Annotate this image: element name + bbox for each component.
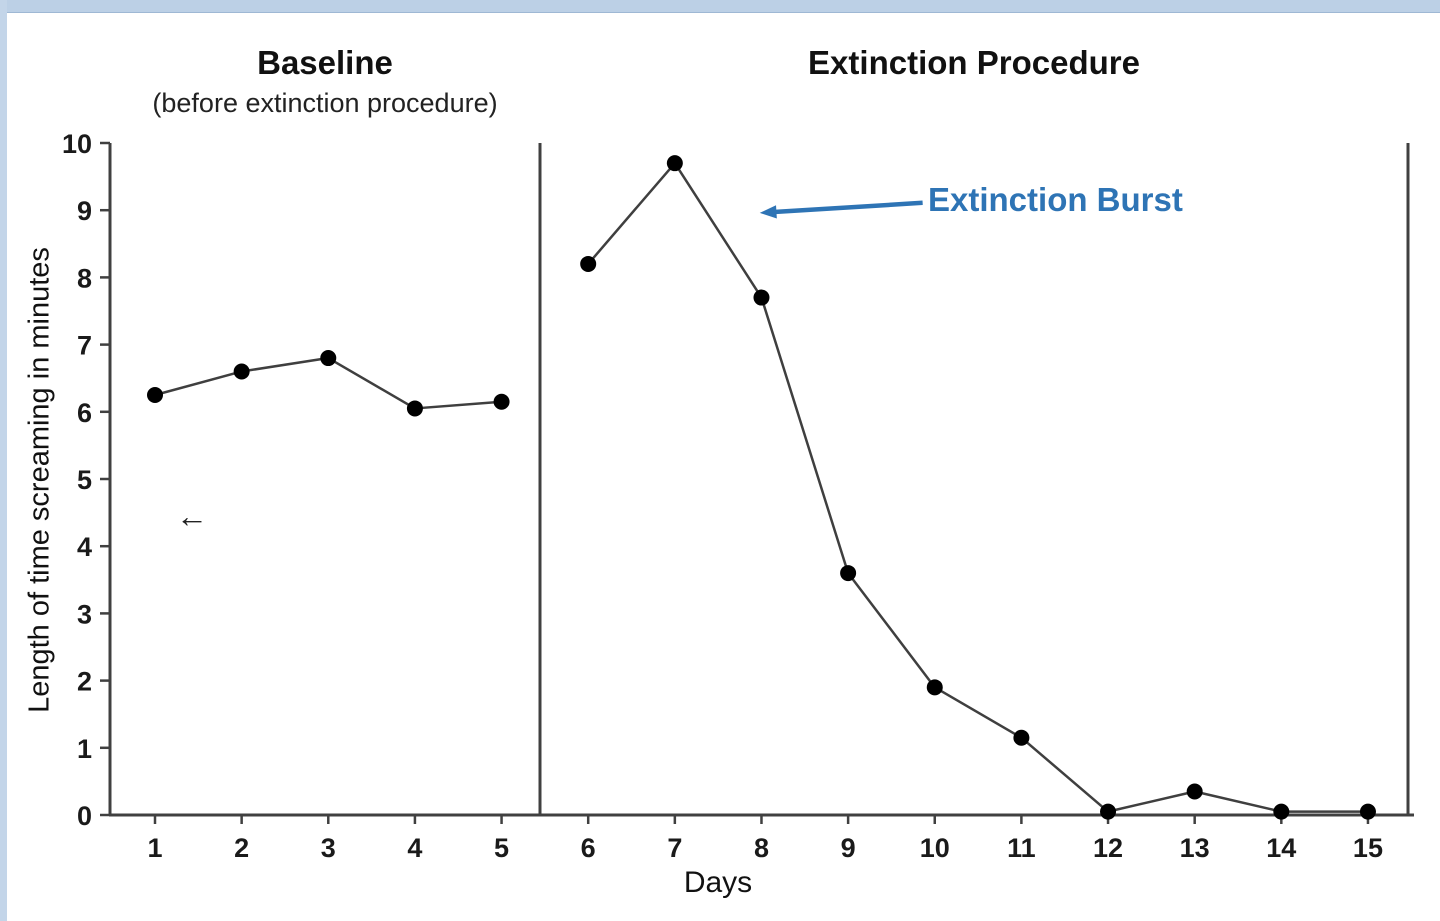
svg-text:15: 15 bbox=[1353, 833, 1383, 863]
x-axis-label: Days bbox=[683, 866, 753, 899]
svg-text:11: 11 bbox=[1007, 833, 1036, 863]
svg-text:2: 2 bbox=[234, 833, 249, 863]
baseline-panel-subtitle: (before extinction procedure) bbox=[152, 88, 498, 118]
svg-text:4: 4 bbox=[77, 532, 92, 562]
svg-text:5: 5 bbox=[77, 465, 92, 495]
extinction-burst-annotation: Extinction Burst bbox=[928, 181, 1183, 218]
svg-text:10: 10 bbox=[920, 833, 950, 863]
svg-text:5: 5 bbox=[494, 833, 509, 863]
window-border-left bbox=[0, 0, 7, 921]
svg-text:6: 6 bbox=[77, 398, 92, 428]
extinction-panel-title: Extinction Procedure bbox=[808, 44, 1140, 81]
svg-text:7: 7 bbox=[667, 833, 682, 863]
baseline-panel-title: Baseline bbox=[257, 44, 393, 81]
cursor-arrow-icon: ← bbox=[176, 498, 208, 534]
svg-text:9: 9 bbox=[841, 833, 856, 863]
svg-text:0: 0 bbox=[77, 801, 92, 831]
svg-text:9: 9 bbox=[77, 196, 92, 226]
svg-text:14: 14 bbox=[1266, 833, 1296, 863]
svg-text:4: 4 bbox=[407, 833, 422, 863]
svg-text:2: 2 bbox=[77, 667, 92, 697]
svg-text:10: 10 bbox=[62, 129, 92, 159]
svg-text:12: 12 bbox=[1093, 833, 1123, 863]
svg-text:13: 13 bbox=[1180, 833, 1210, 863]
svg-text:3: 3 bbox=[321, 833, 336, 863]
svg-text:8: 8 bbox=[754, 833, 769, 863]
window-border-top bbox=[0, 0, 1440, 13]
svg-text:3: 3 bbox=[77, 599, 92, 629]
svg-text:7: 7 bbox=[77, 331, 92, 361]
svg-text:1: 1 bbox=[77, 734, 92, 764]
svg-text:8: 8 bbox=[77, 263, 92, 293]
y-axis-label: Length of time screaming in minutes bbox=[23, 247, 56, 713]
svg-text:1: 1 bbox=[147, 833, 162, 863]
svg-text:6: 6 bbox=[581, 833, 596, 863]
